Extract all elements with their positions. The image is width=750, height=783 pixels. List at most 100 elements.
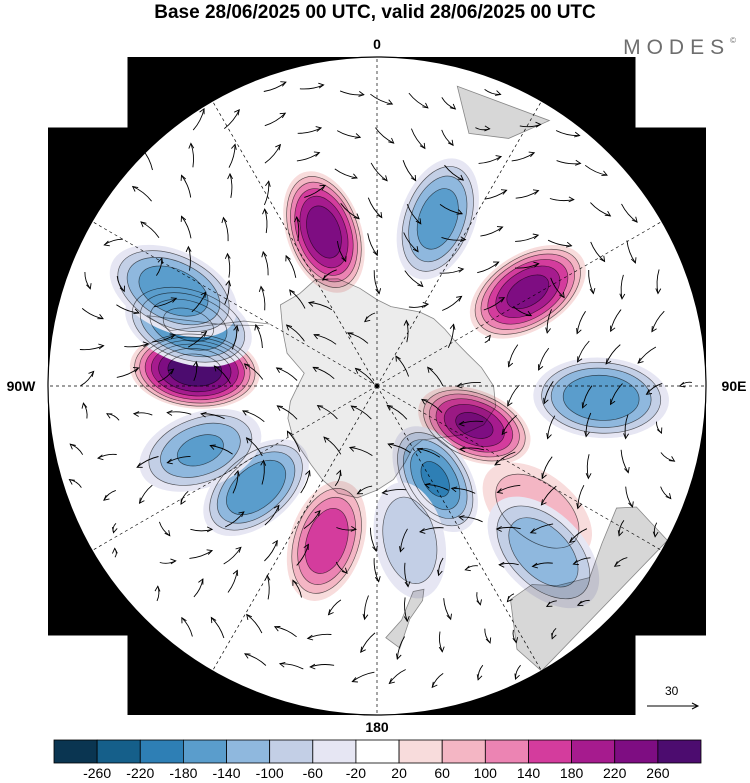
wind-vector (369, 527, 377, 552)
wind-vector-head (381, 175, 388, 182)
wind-vector-head (166, 410, 173, 416)
wind-vector-head (166, 458, 173, 465)
wind-vector (370, 93, 393, 105)
contour-line (506, 274, 550, 310)
contour-line (455, 412, 494, 439)
wind-vector (340, 203, 360, 220)
wind-vector-head (541, 472, 547, 480)
wind-vector-head (303, 543, 309, 551)
wind-vector (227, 253, 231, 278)
wind-vector (444, 164, 464, 181)
wind-vector-head (327, 609, 334, 616)
wind-vector-head (599, 255, 606, 263)
wind-vector (540, 485, 557, 506)
wind-vector-head (180, 498, 186, 505)
wind-vector (511, 152, 535, 162)
wind-vector-head (234, 109, 240, 116)
wind-vector (483, 297, 505, 311)
wind-vector (442, 296, 462, 311)
wind-vector-head (321, 274, 329, 281)
wind-vector (167, 411, 192, 415)
wind-vector-head (419, 528, 426, 534)
wind-vector-head (498, 297, 506, 303)
colorbar-box (269, 739, 314, 764)
wind-vector (347, 332, 369, 344)
wind-vector (296, 152, 320, 162)
wind-vector (246, 437, 263, 457)
meridian-line (376, 221, 663, 387)
wind-vector-head (532, 189, 540, 195)
colorbar-tick-label: 260 (646, 765, 670, 781)
wind-vector-head (395, 355, 401, 362)
wind-vector-head (372, 249, 379, 257)
wind-vector-head (275, 143, 282, 151)
wind-vector (538, 347, 550, 370)
wind-vector-head (313, 333, 320, 340)
wind-vector (201, 413, 225, 420)
wind-vector-head (572, 559, 580, 566)
longitude-label-lon-120e: 120E (666, 554, 700, 571)
wind-vector-head (403, 319, 410, 326)
contour-line (306, 205, 342, 259)
wind-vector (637, 346, 657, 364)
wind-vector-head (140, 221, 147, 228)
wind-vector-head (272, 539, 278, 547)
wind-vector (456, 381, 481, 387)
wind-vector-head (292, 579, 298, 586)
wind-vector-head (628, 501, 634, 508)
wind-vector-head (314, 509, 321, 517)
wind-vector-head (341, 567, 348, 574)
colorbar-box (226, 739, 271, 764)
colorbar-tick-label: -60 (302, 765, 323, 781)
contour-line (416, 188, 459, 250)
wind-vector (263, 181, 270, 206)
wind-vector-head (374, 576, 381, 583)
wind-vector-head (613, 561, 621, 567)
wind-vector (336, 130, 361, 138)
modes-logo: MODES© (623, 36, 736, 60)
wind-vector (116, 304, 140, 314)
wind-vector-head (210, 616, 217, 624)
contour-line (299, 195, 349, 269)
wind-vector-head (348, 446, 356, 452)
wind-vector (360, 632, 376, 653)
wind-vector (260, 286, 266, 311)
wind-vector (421, 398, 443, 413)
colorbar-box (484, 739, 529, 764)
contour-line (401, 166, 474, 272)
contour-line (423, 389, 526, 462)
wind-vector (590, 241, 605, 262)
wind-vector (189, 550, 213, 559)
wind-vector (547, 415, 556, 439)
wind-vector (187, 246, 191, 271)
wind-vector-head (422, 301, 430, 308)
contour-line (117, 250, 230, 332)
wind-vector-head (254, 323, 260, 331)
wind-vector (373, 558, 380, 582)
contour-line (139, 336, 251, 404)
meridian-line (212, 100, 378, 387)
colorbar-box (614, 739, 659, 764)
wind-vector-head (157, 257, 164, 264)
wind-vector-head (458, 446, 466, 453)
wind-vector-head (568, 196, 575, 203)
wind-vector (656, 269, 660, 294)
wind-vector (264, 112, 286, 127)
contour-line (126, 257, 221, 326)
contour-line (294, 188, 354, 276)
wind-vector-head (265, 180, 271, 187)
wind-vector-head (279, 112, 287, 119)
wind-vector (382, 489, 407, 494)
colorbar-tick-label: -180 (169, 765, 198, 781)
colorbar-box (96, 739, 141, 764)
wind-vector-head (525, 310, 533, 317)
wind-vector-head (431, 681, 438, 689)
wind-vector-head (169, 333, 177, 339)
wind-vector (576, 310, 586, 334)
longitude-label-lon-120w: 120W (53, 554, 90, 571)
wind-vector (317, 405, 338, 420)
contour-line (562, 374, 640, 421)
wind-vector-head (493, 261, 500, 267)
wind-vector (459, 447, 485, 451)
wind-vector-head (500, 189, 508, 195)
